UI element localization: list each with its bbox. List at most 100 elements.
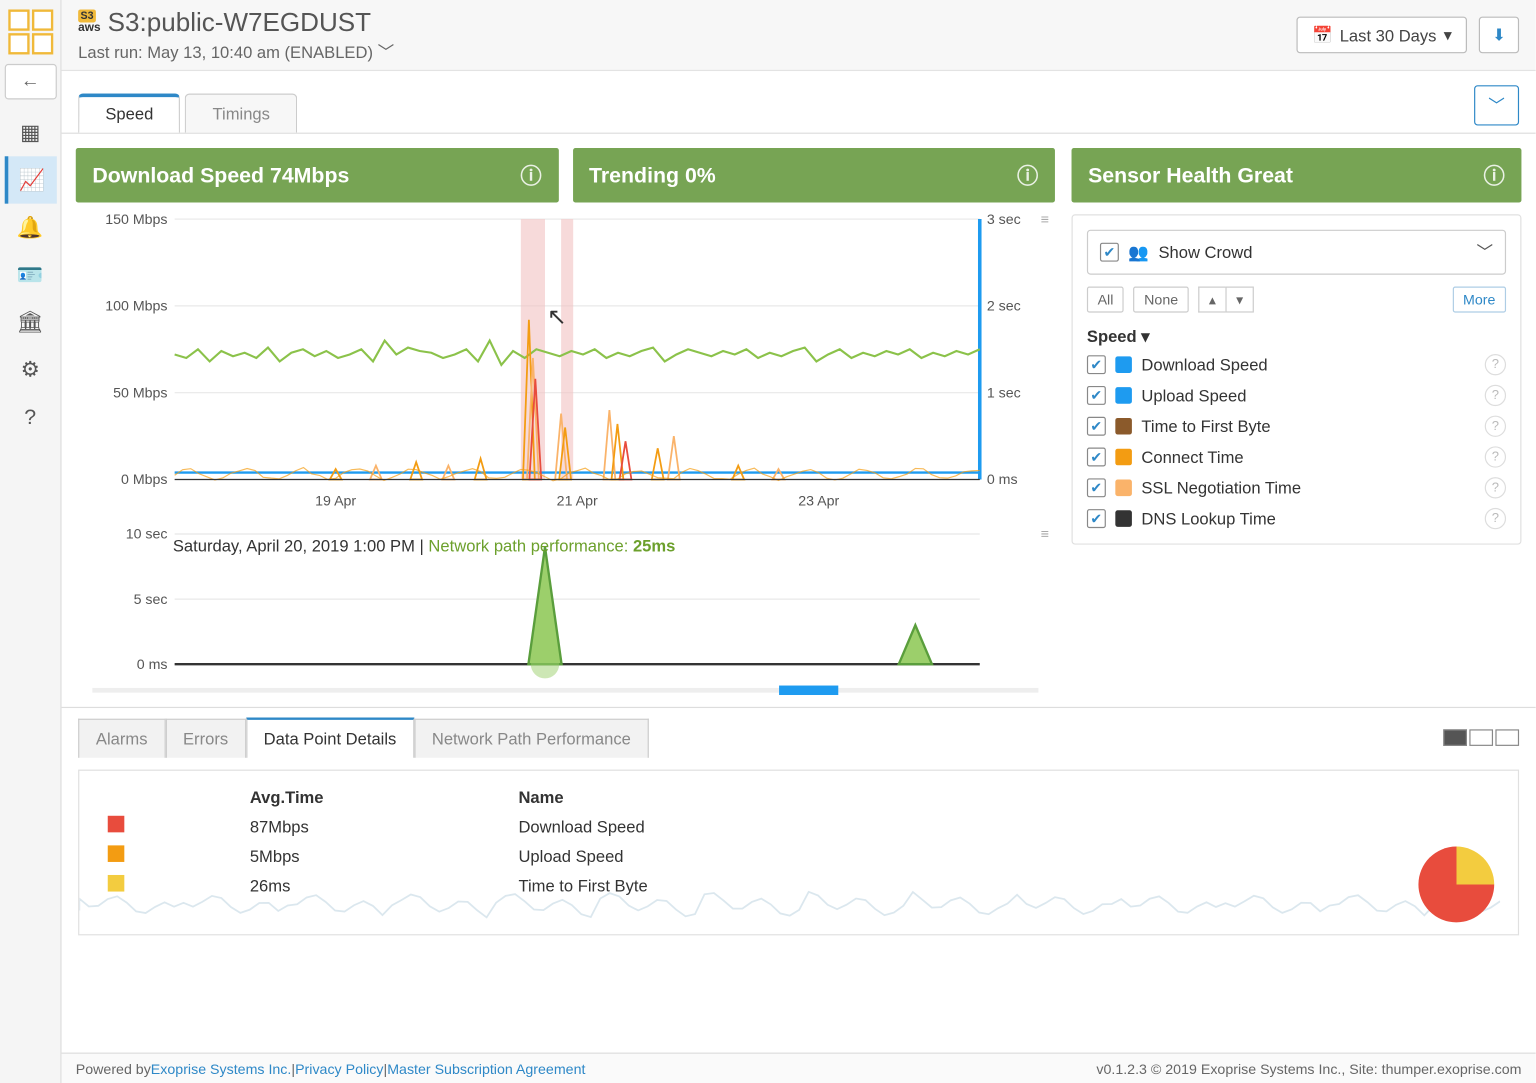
- svg-text:50 Mbps: 50 Mbps: [113, 385, 167, 401]
- main-tabs: Speed Timings ﹀: [62, 71, 1536, 134]
- card-download-speed: Download Speed 74Mbpsⓘ: [76, 148, 558, 202]
- nav-chart-icon[interactable]: 📈: [4, 156, 56, 203]
- legend-up-button[interactable]: ▴: [1198, 287, 1225, 313]
- svg-text:10 sec: 10 sec: [126, 527, 168, 543]
- help-icon[interactable]: ?: [1485, 416, 1506, 437]
- btab-errors[interactable]: Errors: [165, 718, 246, 757]
- nav-bell-icon[interactable]: 🔔: [4, 204, 56, 251]
- checkbox-icon: ✔: [1087, 355, 1106, 374]
- show-crowd-toggle[interactable]: ✔ 👥 Show Crowd ﹀: [1087, 230, 1506, 275]
- person-icon: [1115, 449, 1132, 466]
- footer-link-company[interactable]: Exoprise Systems Inc.: [151, 1060, 292, 1077]
- legend-item[interactable]: ✔ SSL Negotiation Time ?: [1087, 477, 1506, 498]
- footer-link-msa[interactable]: Master Subscription Agreement: [387, 1060, 585, 1077]
- nav-id-icon[interactable]: 🪪: [4, 251, 56, 298]
- legend-panel: ✔ 👥 Show Crowd ﹀ All None ▴▾ More Speed …: [1072, 214, 1522, 544]
- tab-speed[interactable]: Speed: [78, 94, 180, 133]
- svg-text:3 sec: 3 sec: [987, 212, 1021, 228]
- legend-label: SSL Negotiation Time: [1141, 478, 1301, 497]
- table-row: 26msTime to First Byte: [98, 870, 938, 900]
- bottom-tabs: Alarms Errors Data Point Details Network…: [62, 707, 1536, 758]
- checkbox-icon: ✔: [1087, 509, 1106, 528]
- expand-button[interactable]: ﹀: [1474, 85, 1519, 125]
- legend-all-button[interactable]: All: [1087, 287, 1124, 313]
- legend-item[interactable]: ✔ DNS Lookup Time ?: [1087, 508, 1506, 529]
- page-subtitle[interactable]: Last run: May 13, 10:40 am (ENABLED) ﹀: [78, 40, 394, 64]
- aws-icon: S3aws: [78, 9, 100, 34]
- tab-timings[interactable]: Timings: [185, 94, 297, 133]
- legend-down-button[interactable]: ▾: [1226, 287, 1254, 313]
- help-icon[interactable]: ⓘ: [520, 160, 541, 191]
- legend-item[interactable]: ✔ Download Speed ?: [1087, 354, 1506, 375]
- legend-label: DNS Lookup Time: [1141, 509, 1276, 528]
- svg-text:100 Mbps: 100 Mbps: [105, 299, 167, 315]
- card-trending: Trending 0%ⓘ: [572, 148, 1054, 202]
- legend-item[interactable]: ✔ Time to First Byte ?: [1087, 416, 1506, 437]
- legend-label: Download Speed: [1141, 355, 1267, 374]
- btab-alarms[interactable]: Alarms: [78, 718, 165, 757]
- svg-text:0 Mbps: 0 Mbps: [121, 472, 168, 488]
- person-icon: [1115, 510, 1132, 527]
- chart-menu-icon[interactable]: ≡: [1041, 529, 1048, 540]
- page-title: S3:public-W7EGDUST: [108, 7, 371, 38]
- legend-label: Connect Time: [1141, 448, 1243, 467]
- help-icon[interactable]: ?: [1485, 354, 1506, 375]
- scrub-handle[interactable]: [779, 686, 838, 695]
- app-logo: [8, 9, 53, 54]
- legend-more-button[interactable]: More: [1452, 287, 1506, 313]
- chevron-down-icon: ﹀: [1476, 240, 1493, 264]
- topbar: S3aws S3:public-W7EGDUST Last run: May 1…: [62, 0, 1536, 71]
- chart-menu-icon[interactable]: ≡: [1041, 214, 1048, 225]
- footer-version: v0.1.2.3 © 2019 Exoprise Systems Inc., S…: [1096, 1060, 1521, 1077]
- help-icon[interactable]: ⓘ: [1484, 160, 1505, 191]
- svg-text:5 sec: 5 sec: [134, 592, 168, 608]
- footer-link-privacy[interactable]: Privacy Policy: [295, 1060, 383, 1077]
- help-icon[interactable]: ?: [1485, 508, 1506, 529]
- nav-dashboard-icon[interactable]: ▦: [4, 109, 56, 156]
- checkbox-icon: ✔: [1087, 478, 1106, 497]
- svg-text:23 Apr: 23 Apr: [798, 494, 839, 510]
- person-icon: [1115, 387, 1132, 404]
- svg-text:21 Apr: 21 Apr: [557, 494, 598, 510]
- speed-chart[interactable]: ≡ ↖ 150 Mbps100 Mbps50 Mbps0 Mbps3 sec2 …: [76, 207, 1055, 515]
- legend-title[interactable]: Speed ▾: [1087, 327, 1506, 347]
- help-icon[interactable]: ?: [1485, 385, 1506, 406]
- svg-text:2 sec: 2 sec: [987, 299, 1021, 315]
- pie-chart: [1418, 847, 1494, 923]
- npp-chart[interactable]: ≡ Saturday, April 20, 2019 1:00 PM | Net…: [76, 522, 1055, 688]
- legend-none-button[interactable]: None: [1133, 287, 1188, 313]
- help-icon[interactable]: ?: [1485, 477, 1506, 498]
- svg-text:0 ms: 0 ms: [987, 472, 1018, 488]
- svg-text:0 ms: 0 ms: [137, 657, 168, 673]
- checkbox-icon: ✔: [1087, 386, 1106, 405]
- left-sidebar: ← ▦ 📈 🔔 🪪 🏛 ⚙ ?: [0, 0, 62, 1083]
- table-row: 87MbpsDownload Speed: [98, 811, 938, 841]
- btab-details[interactable]: Data Point Details: [246, 718, 414, 758]
- window-controls[interactable]: [1441, 729, 1519, 746]
- download-button[interactable]: ⬇: [1479, 17, 1519, 54]
- nav-bank-icon[interactable]: 🏛: [4, 298, 56, 345]
- btab-npp[interactable]: Network Path Performance: [414, 718, 649, 757]
- help-icon[interactable]: ⓘ: [1017, 160, 1038, 191]
- nav-help-icon[interactable]: ?: [4, 393, 56, 440]
- date-filter-button[interactable]: 📅 Last 30 Days ▾: [1297, 17, 1468, 54]
- svg-text:19 Apr: 19 Apr: [315, 494, 356, 510]
- legend-label: Time to First Byte: [1141, 417, 1270, 436]
- nav-gear-icon[interactable]: ⚙: [4, 346, 56, 393]
- checkbox-icon: ✔: [1100, 243, 1119, 262]
- checkbox-icon: ✔: [1087, 417, 1106, 436]
- details-panel: Avg.TimeName 87MbpsDownload Speed5MbpsUp…: [78, 770, 1519, 936]
- checkbox-icon: ✔: [1087, 448, 1106, 467]
- card-sensor-health: Sensor Health Greatⓘ: [1072, 148, 1522, 202]
- table-row: 5MbpsUpload Speed: [98, 841, 938, 871]
- back-button[interactable]: ←: [4, 64, 56, 100]
- legend-item[interactable]: ✔ Connect Time ?: [1087, 446, 1506, 467]
- person-icon: [1115, 356, 1132, 373]
- person-icon: [1115, 418, 1132, 435]
- footer: Powered by Exoprise Systems Inc. | Priva…: [62, 1053, 1536, 1083]
- legend-label: Upload Speed: [1141, 386, 1246, 405]
- time-scrubber[interactable]: [92, 688, 1038, 693]
- chart-tooltip: Saturday, April 20, 2019 1:00 PM | Netwo…: [173, 536, 675, 555]
- help-icon[interactable]: ?: [1485, 446, 1506, 467]
- legend-item[interactable]: ✔ Upload Speed ?: [1087, 385, 1506, 406]
